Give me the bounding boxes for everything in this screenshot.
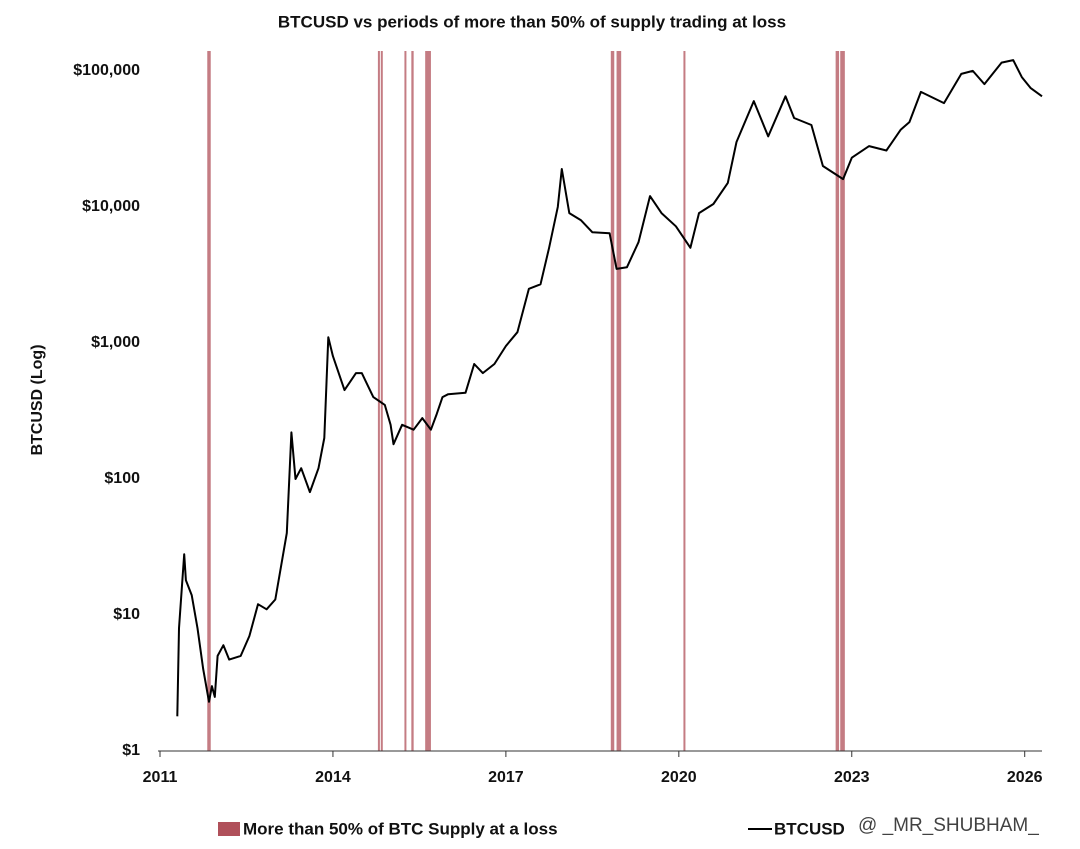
y-tick-label: $100,000 <box>73 62 140 79</box>
x-tick-label: 2017 <box>488 769 524 786</box>
loss-band <box>840 51 845 751</box>
loss-band <box>610 51 615 751</box>
loss-band <box>835 51 840 751</box>
loss-band <box>404 51 407 751</box>
y-tick-label: $10,000 <box>82 198 140 215</box>
y-tick-label: $10 <box>113 606 140 623</box>
loss-band <box>411 51 414 751</box>
x-tick-label: 2020 <box>661 769 697 786</box>
price-line <box>176 59 1043 717</box>
y-tick-label: $100 <box>104 470 140 487</box>
loss-band <box>380 51 383 751</box>
loss-band <box>207 51 211 751</box>
y-tick-label: $1 <box>122 742 140 759</box>
chart-title: BTCUSD vs periods of more than 50% of su… <box>278 12 786 31</box>
x-tick-label: 2011 <box>143 769 178 786</box>
watermark: @ _MR_SHUBHAM_ <box>858 815 1039 836</box>
loss-band <box>683 51 686 751</box>
legend-label: BTCUSD <box>774 819 845 838</box>
y-tick-label: $1,000 <box>91 334 140 351</box>
loss-band <box>425 51 431 751</box>
legend-swatch <box>218 822 240 836</box>
legend-label: More than 50% of BTC Supply at a loss <box>243 819 558 838</box>
x-tick-label: 2026 <box>1007 769 1043 786</box>
y-axis-label: BTCUSD (Log) <box>29 344 46 455</box>
loss-band <box>616 51 622 751</box>
x-tick-label: 2014 <box>315 769 351 786</box>
x-tick-label: 2023 <box>834 769 870 786</box>
